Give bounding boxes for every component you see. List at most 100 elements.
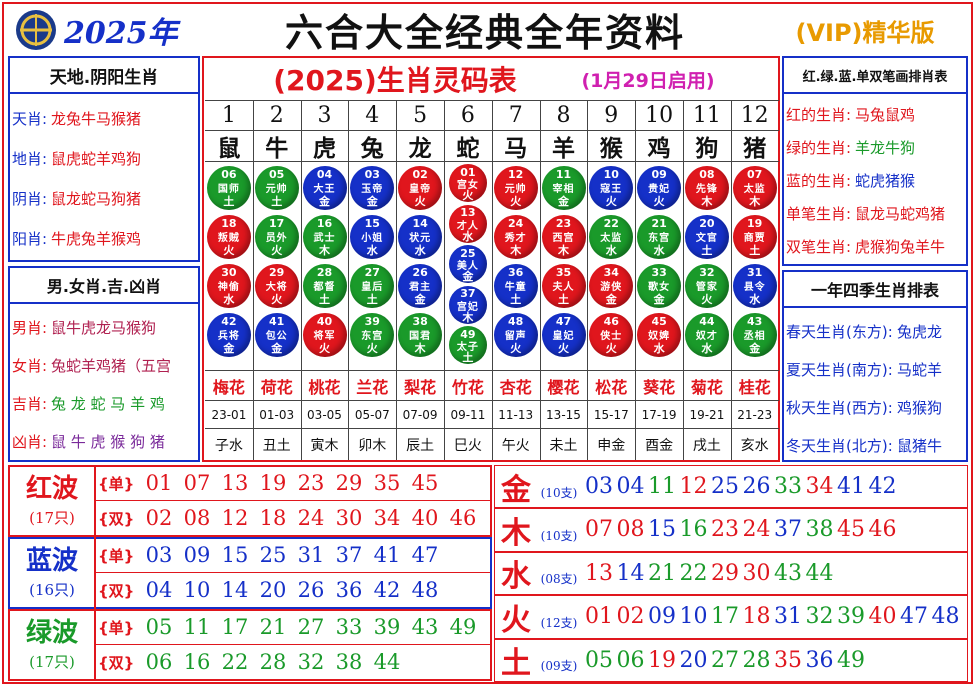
wave-number: 12 bbox=[221, 506, 249, 530]
element-row bbox=[494, 465, 968, 509]
panel-row-value: 鼠猪牛 bbox=[897, 436, 943, 455]
panel-row-label: 红的生肖: bbox=[786, 106, 852, 124]
column-index: 5 bbox=[413, 102, 428, 128]
wave-number: 11 bbox=[183, 615, 211, 639]
element-number: 11 bbox=[648, 474, 676, 499]
element-number: 21 bbox=[648, 560, 676, 586]
wave-number: 40 bbox=[411, 506, 439, 530]
element-number: 01 bbox=[585, 604, 613, 630]
ball bbox=[637, 215, 682, 259]
hours: 17-19 bbox=[635, 400, 683, 428]
element-row bbox=[494, 638, 968, 682]
panel-row-label: 吉肖: bbox=[12, 394, 48, 413]
element-number: 34 bbox=[805, 474, 834, 499]
column bbox=[396, 100, 444, 460]
ball-element: 水 bbox=[414, 244, 426, 258]
ball bbox=[684, 264, 729, 308]
ball-name: 玉帝 bbox=[361, 184, 384, 196]
hours: 21-23 bbox=[730, 400, 779, 428]
ball-name: 兵将 bbox=[217, 331, 240, 343]
wave-number: 19 bbox=[259, 471, 287, 495]
flower: 兰花 bbox=[348, 370, 397, 400]
ball-name: 太子 bbox=[456, 342, 479, 354]
ball bbox=[398, 264, 443, 308]
wave-number: 26 bbox=[297, 578, 325, 602]
ball-element: 金 bbox=[558, 195, 569, 209]
ball-number: 23 bbox=[555, 216, 572, 230]
ball-number: 14 bbox=[412, 216, 428, 230]
badge: (VIP)精华版 bbox=[795, 18, 935, 47]
panel-row-value: 蛇虎猪猴 bbox=[855, 172, 916, 190]
column bbox=[730, 100, 779, 460]
panel-row-value: 鼠龙马蛇鸡猪 bbox=[855, 205, 946, 223]
element-number: 47 bbox=[900, 604, 928, 630]
wave-name: 蓝波 bbox=[25, 545, 78, 576]
element-number: 14 bbox=[616, 560, 645, 586]
ball-name: 侠士 bbox=[600, 331, 623, 343]
ball-name: 皇后 bbox=[361, 282, 384, 294]
column bbox=[491, 100, 540, 460]
element-number: 43 bbox=[774, 560, 802, 586]
ball bbox=[589, 313, 634, 357]
wave-number: 04 bbox=[145, 578, 173, 602]
wave-number: 22 bbox=[221, 650, 249, 674]
panel-title: 红.绿.蓝.单双笔画排肖表 bbox=[782, 56, 968, 94]
column-index: 4 bbox=[365, 102, 380, 128]
panel-row-value: 羊龙牛狗 bbox=[855, 139, 916, 157]
wave-number: 35 bbox=[373, 471, 401, 495]
panel-row-value: 龙兔牛马猴猪 bbox=[51, 109, 142, 128]
wave-number: 49 bbox=[449, 615, 477, 639]
element-number: 27 bbox=[711, 647, 739, 673]
column-index: 6 bbox=[460, 102, 475, 128]
panel-row-value: 鼠虎蛇羊鸡狗 bbox=[51, 149, 142, 168]
ball-element: 金 bbox=[749, 342, 761, 356]
ball-number: 37 bbox=[460, 287, 476, 300]
column-index: 8 bbox=[556, 102, 571, 128]
wave-number: 34 bbox=[373, 506, 401, 530]
wave-kind: {双} bbox=[98, 509, 135, 528]
column bbox=[205, 100, 253, 460]
ball-number: 42 bbox=[221, 314, 237, 328]
element-number: 38 bbox=[805, 517, 834, 543]
ball-number: 26 bbox=[412, 265, 428, 279]
ball-number: 18 bbox=[221, 216, 237, 230]
flower: 梨花 bbox=[396, 370, 444, 400]
flower: 梅花 bbox=[205, 370, 253, 400]
ball-number: 32 bbox=[699, 265, 715, 279]
ball-element: 土 bbox=[271, 195, 283, 209]
ball-number: 34 bbox=[603, 265, 619, 279]
ball-number: 41 bbox=[269, 314, 285, 328]
panel-row-label: 阴肖: bbox=[12, 189, 48, 208]
ball-element: 土 bbox=[319, 293, 330, 307]
panel-row-value: 鼠 牛 虎 猴 狗 猪 bbox=[51, 432, 165, 451]
ball-element: 土 bbox=[701, 244, 713, 258]
table-frame bbox=[202, 56, 780, 462]
ball-element: 木 bbox=[749, 195, 761, 209]
ball bbox=[493, 215, 538, 259]
panel-row-value: 兔虎龙 bbox=[897, 322, 943, 341]
element-number: 36 bbox=[805, 647, 834, 673]
element-name: 水 bbox=[501, 559, 531, 595]
wave-number: 13 bbox=[221, 471, 249, 495]
ball-element: 火 bbox=[462, 189, 474, 203]
hours: 13-15 bbox=[539, 400, 588, 428]
panel-row-value: 马蛇羊 bbox=[897, 360, 943, 379]
ball-name: 武士 bbox=[313, 233, 336, 245]
wave-number: 27 bbox=[297, 615, 325, 639]
panel-row-label: 女肖: bbox=[12, 356, 48, 375]
ball-number: 39 bbox=[364, 314, 380, 328]
panel-title: 男.女肖.吉.凶肖 bbox=[8, 266, 200, 304]
ball bbox=[448, 285, 487, 324]
ball-element: 水 bbox=[605, 244, 617, 258]
row-divider bbox=[96, 500, 490, 501]
ball bbox=[637, 166, 682, 210]
ball-element: 火 bbox=[271, 293, 283, 307]
panel-row-label: 春天生肖(东方): bbox=[786, 322, 893, 341]
wave-number: 29 bbox=[335, 471, 363, 495]
panel-row-label: 绿的生肖: bbox=[786, 139, 852, 157]
element-number: 23 bbox=[711, 517, 739, 543]
row-divider bbox=[96, 644, 490, 645]
panel-row-value: 牛虎兔羊猴鸡 bbox=[51, 229, 142, 248]
wave-number: 18 bbox=[259, 506, 287, 530]
element-number: 04 bbox=[616, 474, 645, 499]
